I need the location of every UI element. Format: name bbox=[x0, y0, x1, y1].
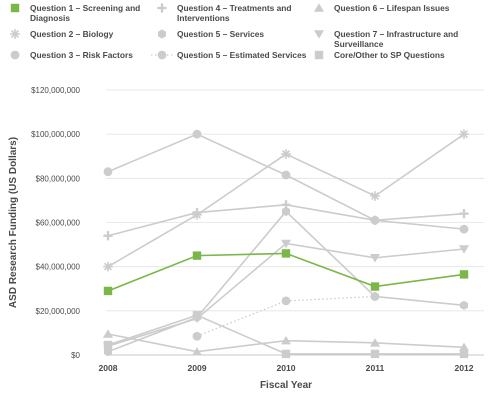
legend-label: Core/Other to SP Questions bbox=[334, 50, 445, 60]
series-group bbox=[102, 129, 470, 359]
series-6 bbox=[102, 329, 470, 356]
data-point bbox=[192, 251, 202, 260]
legend-label: Surveillance bbox=[334, 39, 384, 49]
x-tick-label: 2011 bbox=[366, 363, 385, 373]
legend-marker bbox=[157, 3, 167, 13]
data-point bbox=[192, 129, 202, 139]
y-tick-label: $100,000,000 bbox=[31, 130, 80, 139]
legend-label: Interventions bbox=[177, 13, 230, 23]
legend-item: Question 3 – Risk Factors bbox=[10, 50, 133, 60]
legend: Question 1 – Screening andDiagnosisQuest… bbox=[10, 3, 458, 60]
data-point bbox=[281, 170, 291, 180]
series-0 bbox=[103, 249, 469, 296]
data-point bbox=[103, 340, 113, 350]
data-point bbox=[458, 245, 470, 254]
data-point bbox=[282, 206, 290, 217]
legend-marker bbox=[10, 50, 20, 60]
legend-marker bbox=[313, 30, 325, 39]
data-point bbox=[281, 349, 291, 359]
data-point bbox=[192, 207, 202, 218]
gridlines bbox=[106, 89, 484, 356]
data-point bbox=[281, 249, 291, 258]
y-axis-title: ASD Research Funding (US Dollars) bbox=[8, 137, 19, 308]
x-tick-label: 2008 bbox=[98, 363, 117, 373]
data-point bbox=[192, 311, 202, 320]
data-point bbox=[369, 338, 381, 347]
data-point bbox=[281, 200, 291, 210]
x-tick-label: 2010 bbox=[276, 363, 295, 373]
legend-label: Question 3 – Risk Factors bbox=[30, 50, 133, 60]
legend-marker bbox=[314, 50, 324, 60]
series-2 bbox=[103, 129, 469, 234]
data-point bbox=[459, 129, 469, 139]
data-point bbox=[370, 292, 380, 301]
legend-marker bbox=[158, 29, 166, 39]
y-tick-label: $0 bbox=[71, 351, 80, 360]
data-point bbox=[103, 167, 113, 177]
legend-label: Question 4 – Treatments and bbox=[177, 3, 292, 13]
data-point bbox=[459, 209, 469, 219]
data-point bbox=[104, 347, 112, 357]
legend-item: Core/Other to SP Questions bbox=[314, 50, 445, 60]
legend-label: Question 5 – Services bbox=[177, 29, 264, 39]
legend-label: Question 1 – Screening and bbox=[30, 3, 140, 13]
data-point bbox=[459, 349, 469, 359]
legend-label: Question 5 – Estimated Services bbox=[177, 50, 307, 60]
data-point bbox=[460, 300, 468, 310]
legend-label: Diagnosis bbox=[30, 13, 70, 23]
series-3 bbox=[103, 200, 469, 241]
x-tick-label: 2012 bbox=[454, 363, 473, 373]
y-tick-label: $20,000,000 bbox=[36, 307, 81, 316]
series-5 bbox=[192, 292, 380, 341]
data-point bbox=[280, 239, 292, 249]
y-tick-label: $40,000,000 bbox=[36, 263, 81, 272]
data-point bbox=[103, 231, 113, 241]
data-point bbox=[103, 261, 113, 272]
legend-label: Question 7 – Infrastructure and bbox=[334, 29, 458, 39]
data-point bbox=[192, 331, 202, 341]
data-point bbox=[370, 215, 380, 225]
legend-item: Question 5 – Estimated Services bbox=[151, 50, 307, 60]
legend-item: Question 2 – Biology bbox=[10, 29, 114, 39]
y-tick-label: $60,000,000 bbox=[36, 219, 81, 228]
legend-label: Question 2 – Biology bbox=[30, 29, 114, 39]
data-point bbox=[370, 349, 380, 359]
legend-marker bbox=[313, 3, 325, 12]
y-tick-label: $80,000,000 bbox=[36, 174, 81, 183]
series-line bbox=[107, 252, 465, 292]
data-point bbox=[369, 254, 381, 263]
data-point bbox=[459, 224, 469, 234]
data-point bbox=[280, 336, 292, 345]
y-tick-label: $120,000,000 bbox=[31, 86, 80, 95]
legend-item: Question 6 – Lifespan Issues bbox=[313, 3, 450, 13]
data-point bbox=[102, 329, 114, 338]
legend-marker bbox=[10, 3, 20, 13]
data-point bbox=[281, 149, 291, 159]
data-point bbox=[458, 342, 470, 352]
y-axis-ticks: $0 $20,000,000 $40,000,000 $60,000,000 $80,0… bbox=[31, 86, 80, 360]
legend-marker bbox=[157, 50, 167, 60]
x-tick-label: 2009 bbox=[187, 363, 206, 373]
data-point bbox=[103, 286, 113, 296]
series-1 bbox=[103, 129, 469, 272]
data-point bbox=[459, 270, 469, 279]
legend-item: Question 5 – Services bbox=[158, 29, 264, 39]
x-axis-title: Fiscal Year bbox=[260, 380, 312, 391]
legend-marker bbox=[10, 29, 20, 39]
x-axis-ticks: 2008 2009 2010 2011 2012 bbox=[98, 363, 473, 373]
data-point bbox=[370, 191, 380, 201]
data-point bbox=[370, 282, 380, 291]
series-line bbox=[107, 314, 464, 355]
data-point bbox=[191, 347, 203, 356]
legend-label: Question 6 – Lifespan Issues bbox=[334, 3, 450, 13]
legend-item: Question 7 – Infrastructure andSurveilla… bbox=[313, 29, 458, 49]
series-8 bbox=[103, 311, 469, 359]
data-point bbox=[281, 296, 291, 306]
